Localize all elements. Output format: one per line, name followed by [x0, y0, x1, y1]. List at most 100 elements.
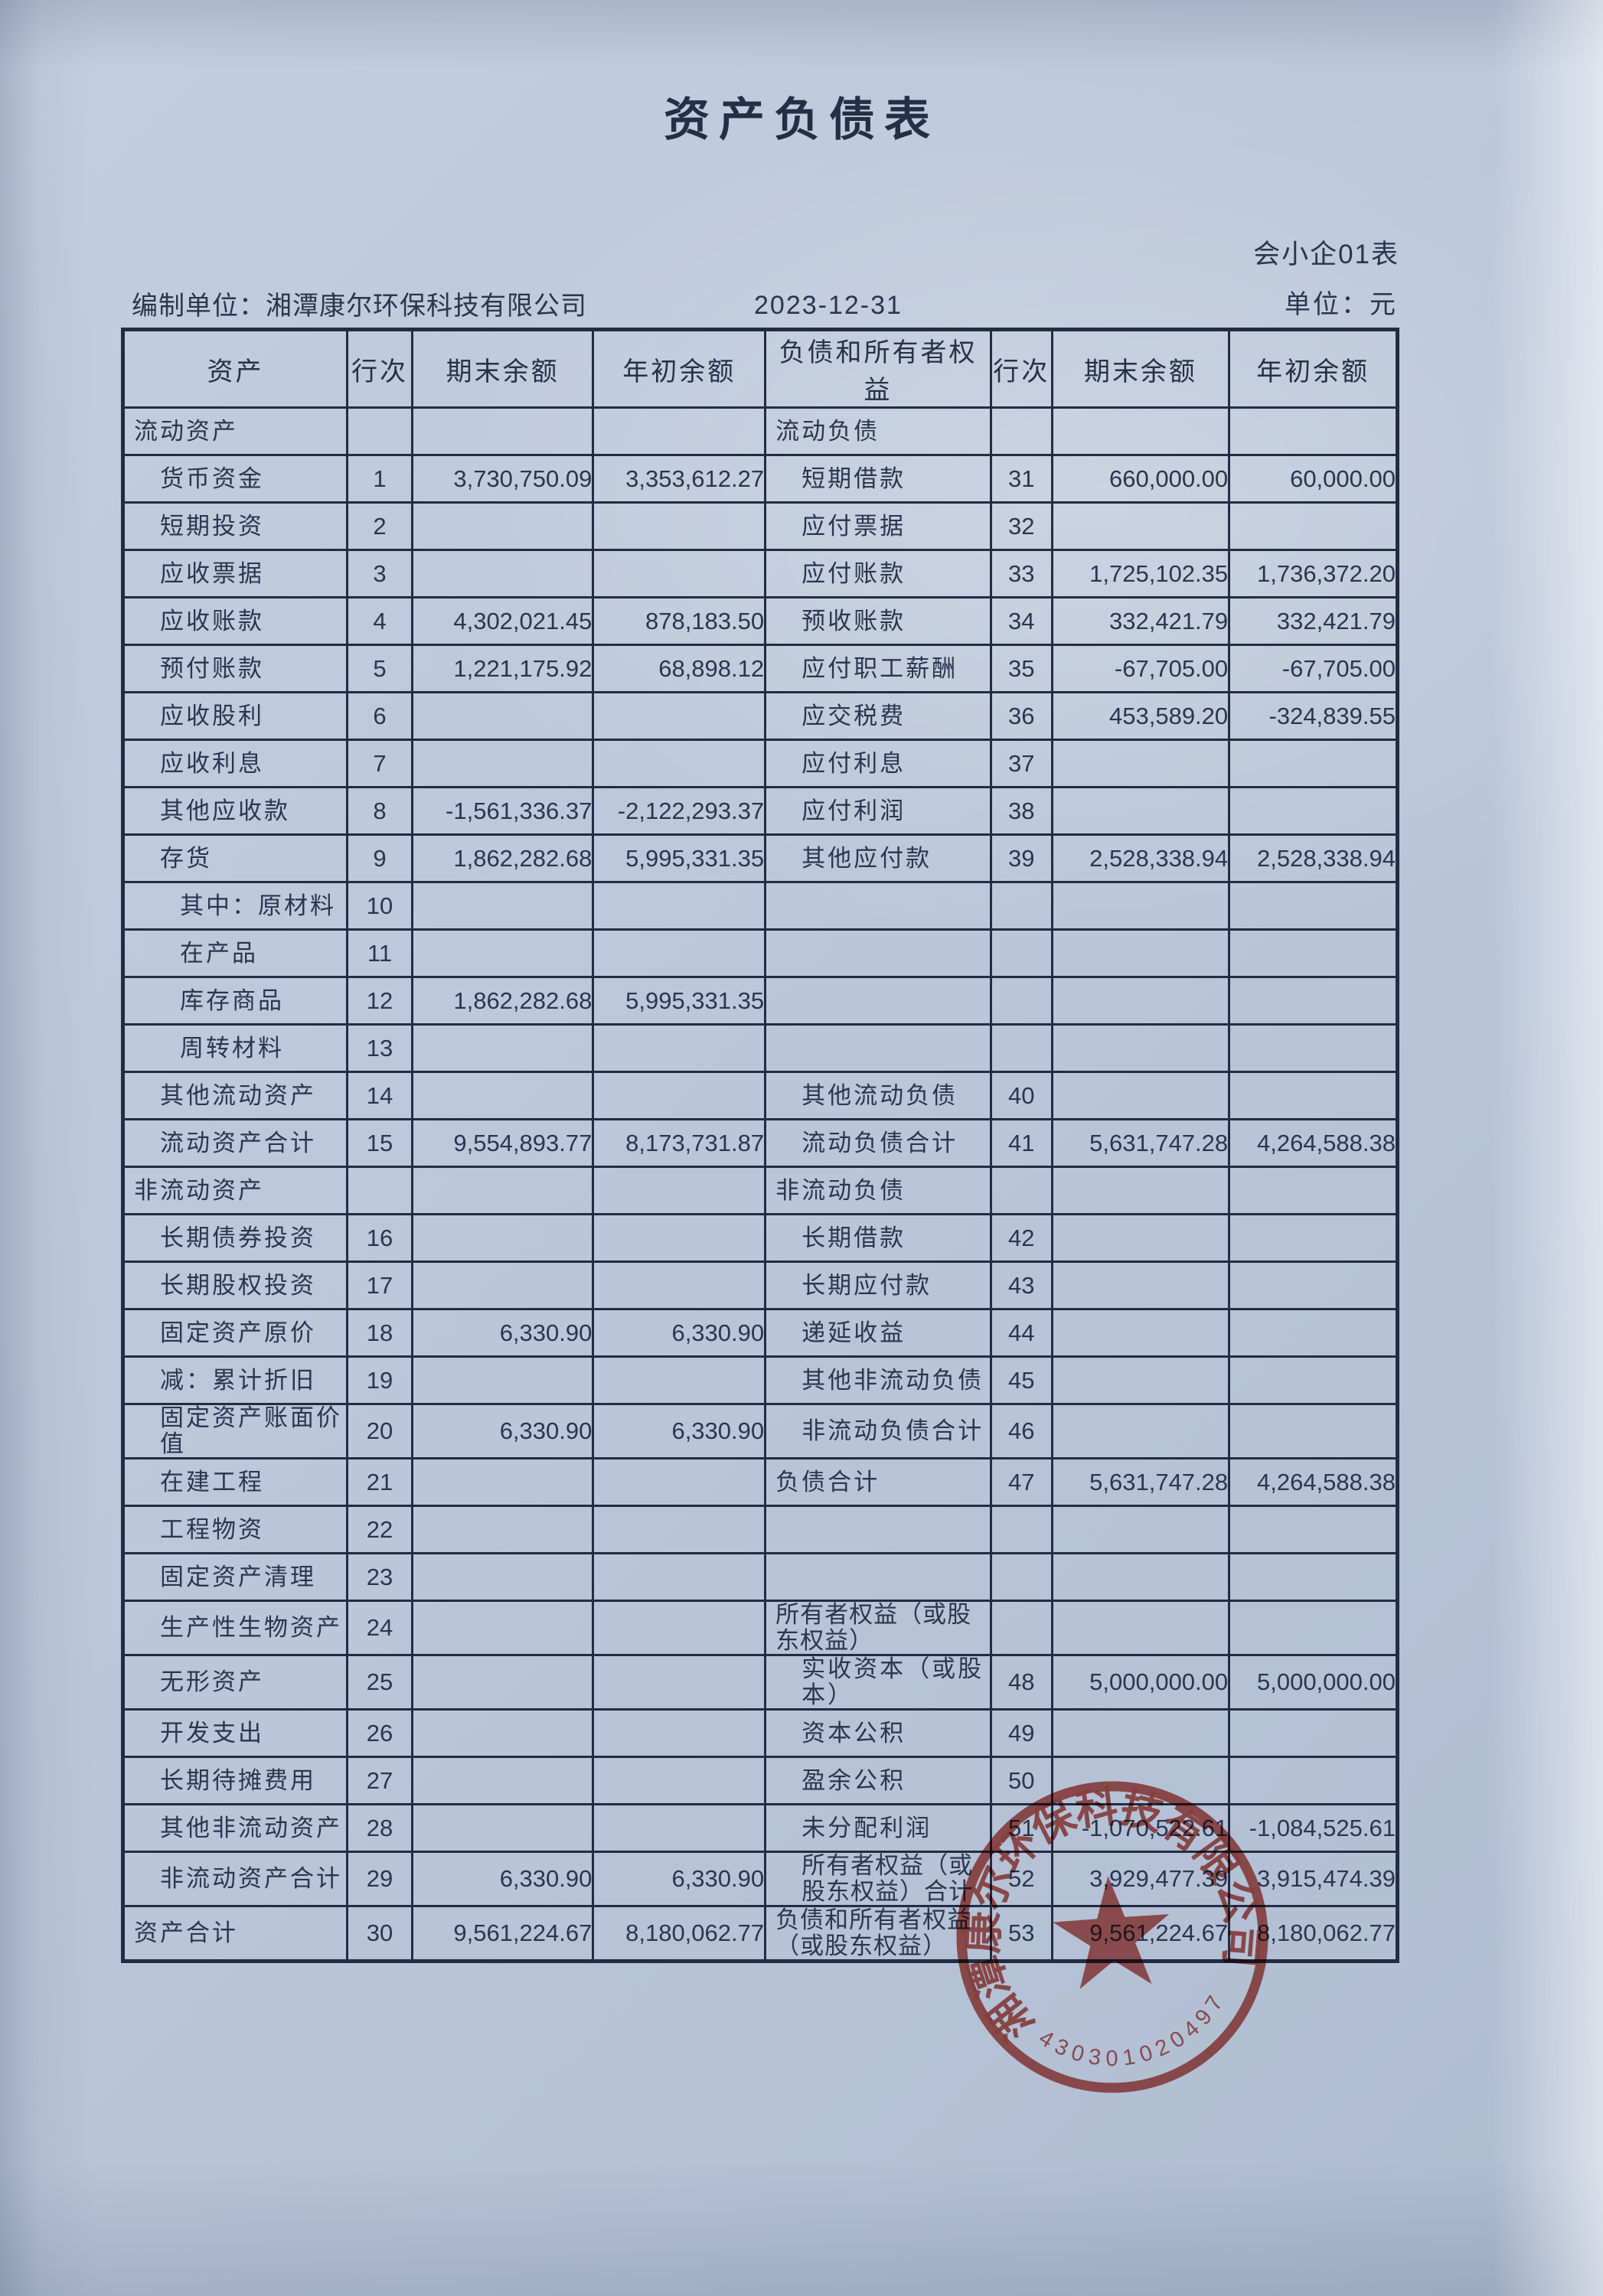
liability-label-cell: 未分配利润: [764, 1803, 992, 1853]
table-row: 库存商品 12 1,862,282.68 5,995,331.35: [121, 976, 1399, 1026]
liability-label-cell: 长期借款: [764, 1213, 992, 1263]
liability-beginning-cell: [1228, 1071, 1399, 1120]
asset-label-cell: 预付账款: [121, 644, 349, 693]
asset-label-cell: 周转材料: [121, 1023, 349, 1073]
liability-label-cell: 负债和所有者权益（或股东权益）: [764, 1905, 992, 1962]
asset-line-no-cell: 4: [346, 596, 413, 646]
asset-label-cell: 工程物资: [121, 1505, 349, 1554]
liability-ending-cell: [1050, 1505, 1231, 1554]
table-row: 周转材料 13: [121, 1023, 1399, 1073]
unit-label: 单位：元: [1285, 290, 1398, 319]
liability-line-no-cell: 53: [989, 1905, 1053, 1962]
asset-label-cell: 应收账款: [121, 596, 349, 646]
table-row: 长期股权投资 17 长期应付款 43: [121, 1261, 1399, 1310]
liability-ending-cell: [1050, 406, 1231, 456]
asset-line-no-cell: 1: [346, 454, 413, 504]
liability-label-cell: 应付职工薪酬: [764, 644, 992, 693]
asset-line-no-cell: 11: [346, 928, 413, 978]
table-row: 无形资产 25 实收资本（或股本） 48 5,000,000.00 5,000,000.0…: [121, 1654, 1399, 1711]
table-row: 固定资产账面价值 20 6,330.90 6,330.90 非流动负债合计 46: [121, 1403, 1399, 1459]
asset-beginning-cell: [592, 1166, 767, 1215]
liability-label-cell: 应付利润: [764, 786, 992, 836]
asset-line-no-cell: 3: [346, 549, 413, 598]
liability-line-no-cell: 48: [989, 1654, 1053, 1711]
table-row: 非流动资产合计 29 6,330.90 6,330.90 所有者权益（或股东权益）合计 5…: [121, 1851, 1399, 1907]
liability-label-cell: 预收账款: [764, 596, 992, 646]
liability-ending-cell: -67,705.00: [1050, 644, 1231, 693]
liability-line-no-cell: 52: [989, 1851, 1053, 1907]
table-header-row: 资产 行次 期末余额 年初余额 负债和所有者权益 行次 期末余额 年初余额: [121, 328, 1399, 409]
liability-ending-cell: [1050, 976, 1231, 1026]
liability-line-no-cell: [989, 1600, 1053, 1656]
liability-ending-cell: [1050, 881, 1231, 931]
asset-ending-cell: [410, 1654, 595, 1711]
asset-ending-cell: 3,730,750.09: [410, 454, 595, 504]
asset-beginning-cell: 5,995,331.35: [592, 833, 767, 883]
asset-label-cell: 流动资产: [121, 406, 349, 456]
asset-label-cell: 开发支出: [121, 1708, 349, 1758]
liability-ending-cell: [1050, 1756, 1231, 1805]
liability-ending-cell: [1050, 1403, 1231, 1459]
liability-ending-cell: [1050, 1166, 1231, 1215]
asset-label-cell: 流动资产合计: [121, 1118, 349, 1168]
asset-ending-cell: 1,862,282.68: [410, 976, 595, 1026]
liability-ending-cell: 3,929,477.39: [1050, 1851, 1231, 1907]
liability-beginning-cell: 60,000.00: [1228, 454, 1399, 504]
liability-line-no-cell: 49: [989, 1708, 1053, 1758]
liability-label-cell: 流动负债合计: [764, 1118, 992, 1168]
liability-ending-cell: [1050, 1708, 1231, 1758]
liability-line-no-cell: 31: [989, 454, 1053, 504]
prepared-by-label: 编制单位：: [132, 292, 266, 321]
asset-ending-cell: 9,561,224.67: [410, 1905, 595, 1962]
liability-label-cell: [764, 928, 992, 978]
liability-beginning-cell: 4,264,588.38: [1228, 1457, 1399, 1507]
asset-beginning-cell: 8,180,062.77: [592, 1905, 767, 1962]
liability-ending-cell: 1,725,102.35: [1050, 549, 1231, 598]
asset-line-no-cell: 29: [346, 1851, 413, 1907]
asset-label-cell: 减：累计折旧: [121, 1355, 349, 1405]
liability-beginning-cell: 332,421.79: [1228, 596, 1399, 646]
asset-line-no-cell: 21: [346, 1457, 413, 1507]
asset-line-no-cell: 9: [346, 833, 413, 883]
asset-ending-cell: [410, 406, 595, 456]
asset-beginning-cell: 6,330.90: [592, 1851, 767, 1907]
asset-beginning-cell: [592, 1355, 767, 1405]
liability-label-cell: [764, 976, 992, 1026]
table-row: 在建工程 21 负债合计 47 5,631,747.28 4,264,588.38: [121, 1457, 1399, 1507]
liability-ending-cell: [1050, 1071, 1231, 1120]
liability-line-no-cell: [989, 976, 1053, 1026]
asset-label-cell: 资产合计: [121, 1905, 349, 1962]
asset-label-cell: 固定资产原价: [121, 1308, 349, 1358]
asset-beginning-cell: [592, 1457, 767, 1507]
asset-beginning-cell: [592, 1803, 767, 1853]
asset-ending-cell: [410, 1355, 595, 1405]
asset-label-cell: 在产品: [121, 928, 349, 978]
table-row: 生产性生物资产 24 所有者权益（或股东权益）: [121, 1600, 1399, 1656]
liability-label-cell: [764, 1505, 992, 1554]
asset-ending-cell: 9,554,893.77: [410, 1118, 595, 1168]
asset-label-cell: 生产性生物资产: [121, 1600, 349, 1656]
liability-ending-cell: [1050, 928, 1231, 978]
table-row: 应收票据 3 应付账款 33 1,725,102.35 1,736,372.20: [121, 549, 1399, 598]
liability-ending-cell: [1050, 501, 1231, 551]
liability-beginning-cell: [1228, 976, 1399, 1026]
asset-ending-cell: [410, 1166, 595, 1215]
asset-label-cell: 非流动资产合计: [121, 1851, 349, 1907]
liability-label-cell: [764, 1552, 992, 1602]
asset-beginning-cell: [592, 1261, 767, 1310]
asset-line-no-cell: 5: [346, 644, 413, 693]
liability-label-cell: 资本公积: [764, 1708, 992, 1758]
asset-beginning-cell: [592, 928, 767, 978]
table-row: 应收账款 4 4,302,021.45 878,183.50 预收账款 34 332,421…: [121, 596, 1399, 646]
asset-ending-cell: [410, 881, 595, 931]
asset-line-no-cell: 12: [346, 976, 413, 1026]
liability-line-no-cell: 42: [989, 1213, 1053, 1263]
liability-label-cell: 应付账款: [764, 549, 992, 598]
liability-line-no-cell: 44: [989, 1308, 1053, 1358]
asset-beginning-cell: [592, 1505, 767, 1554]
asset-beginning-cell: [592, 1023, 767, 1073]
liability-ending-cell: 5,000,000.00: [1050, 1654, 1231, 1711]
asset-label-cell: 其他流动资产: [121, 1071, 349, 1120]
asset-ending-cell: [410, 1071, 595, 1120]
asset-label-cell: 库存商品: [121, 976, 349, 1026]
